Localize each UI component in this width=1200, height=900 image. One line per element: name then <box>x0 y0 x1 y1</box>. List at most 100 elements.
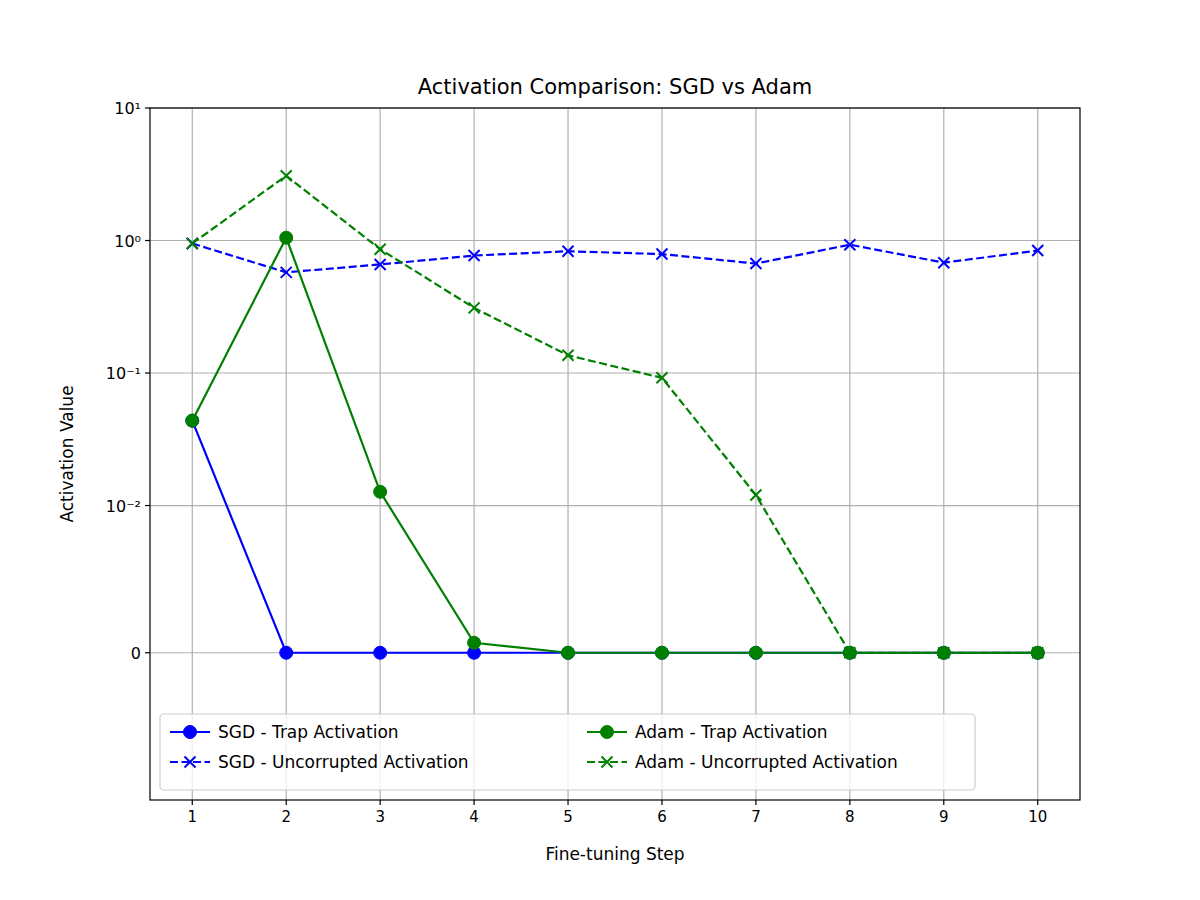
tick-mark <box>661 800 662 805</box>
marker-x <box>187 238 198 249</box>
marker-x <box>469 302 480 313</box>
legend-label: Adam - Uncorrupted Activation <box>635 752 898 772</box>
marker-circle <box>655 646 668 659</box>
ticks: 1 2 3 4 5 6 7 8 9 10 0 10⁻² 10⁻¹ 10⁰ 10¹ <box>106 99 1047 826</box>
series <box>187 238 1043 278</box>
tick-label: 8 <box>845 808 855 826</box>
tick-label: 7 <box>751 808 761 826</box>
plot-area <box>186 170 1044 659</box>
tick-mark <box>755 800 756 805</box>
grid <box>150 108 1080 800</box>
tick-label: 1 <box>187 808 197 826</box>
grid-line <box>150 372 1080 373</box>
marker-circle <box>186 414 199 427</box>
marker-circle <box>280 231 293 244</box>
marker-x <box>563 246 574 257</box>
tick-label: 10¹ <box>114 99 141 118</box>
marker-circle <box>562 646 575 659</box>
legend-label: SGD - Trap Activation <box>218 722 399 742</box>
grid-line <box>567 108 568 800</box>
y-axis-label: Activation Value <box>57 385 77 522</box>
tick-label: 6 <box>657 808 667 826</box>
marker-x <box>281 267 292 278</box>
tick-label: 10⁻¹ <box>106 364 141 383</box>
tick-mark <box>192 800 193 805</box>
marker-x <box>375 244 386 255</box>
background <box>0 0 1200 900</box>
tick-label: 9 <box>939 808 949 826</box>
tick-mark <box>943 800 944 805</box>
legend-box <box>160 714 975 790</box>
marker-circle <box>374 646 387 659</box>
marker-x <box>844 647 855 658</box>
marker-x <box>375 259 386 270</box>
marker-x <box>750 258 761 269</box>
tick-label: 10⁰ <box>114 232 141 251</box>
line <box>192 421 1037 653</box>
legend-label: SGD - Uncorrupted Activation <box>218 752 469 772</box>
marker-x <box>1032 647 1043 658</box>
marker-x <box>656 249 667 260</box>
marker-circle <box>601 726 614 739</box>
grid-line <box>150 505 1080 506</box>
tick-label: 3 <box>375 808 385 826</box>
tick-label: 2 <box>281 808 291 826</box>
marker-x <box>750 490 761 501</box>
tick-mark <box>145 107 150 108</box>
tick-mark <box>380 800 381 805</box>
legend-label: Adam - Trap Activation <box>635 722 828 742</box>
tick-mark <box>145 652 150 653</box>
title: Activation Comparison: SGD vs Adam <box>418 75 812 99</box>
series <box>186 231 1044 659</box>
marker-circle <box>374 485 387 498</box>
marker-x <box>281 170 292 181</box>
marker-circle <box>562 646 575 659</box>
marker-circle <box>184 726 197 739</box>
tick-mark <box>473 800 474 805</box>
marker-x <box>1032 245 1043 256</box>
marker-x <box>844 239 855 250</box>
marker-x <box>563 350 574 361</box>
marker-x <box>602 757 613 768</box>
marker-x <box>938 257 949 268</box>
grid-line <box>849 108 850 800</box>
x-axis-label: Fine-tuning Step <box>545 844 684 864</box>
tick-mark <box>849 800 850 805</box>
marker-circle <box>749 646 762 659</box>
legend: SGD - Trap Activation SGD - Uncorrupted A… <box>160 714 975 790</box>
tick-label: 0 <box>131 644 141 663</box>
marker-circle <box>749 646 762 659</box>
grid-line <box>755 108 756 800</box>
marker-circle <box>280 646 293 659</box>
tick-mark <box>286 800 287 805</box>
marker-circle <box>468 636 481 649</box>
tick-mark <box>145 372 150 373</box>
line <box>192 176 1037 653</box>
marker-circle <box>655 646 668 659</box>
tick-label: 10 <box>1028 808 1047 826</box>
marker-x <box>187 238 198 249</box>
grid-line <box>380 108 381 800</box>
tick-label: 10⁻² <box>106 497 141 516</box>
line <box>192 243 1037 272</box>
tick-label: 5 <box>563 808 573 826</box>
grid-line <box>286 108 287 800</box>
line <box>192 238 1037 653</box>
tick-mark <box>145 240 150 241</box>
grid-line <box>192 108 193 800</box>
grid-line <box>1037 108 1038 800</box>
series <box>186 414 1044 659</box>
tick-mark <box>567 800 568 805</box>
marker-x <box>656 372 667 383</box>
frame <box>150 108 1080 800</box>
chart: 1 2 3 4 5 6 7 8 9 10 0 10⁻² 10⁻¹ 10⁰ 10¹ Activation Com… <box>0 0 1200 900</box>
tick-mark <box>1037 800 1038 805</box>
marker-circle <box>186 414 199 427</box>
marker-x <box>185 757 196 768</box>
grid-line <box>661 108 662 800</box>
marker-x <box>469 250 480 261</box>
tick-label: 4 <box>469 808 479 826</box>
grid-line <box>473 108 474 800</box>
grid-line <box>943 108 944 800</box>
series <box>187 170 1043 658</box>
